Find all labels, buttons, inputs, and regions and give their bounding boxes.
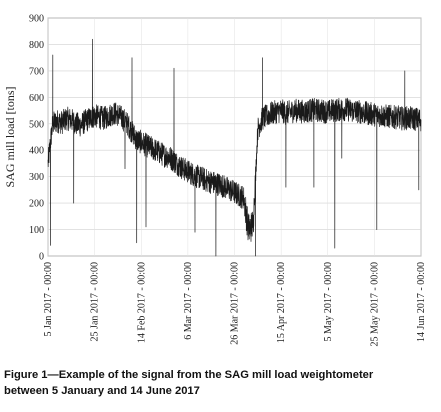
x-tick-label: 14 Feb 2017 - 00:00	[136, 262, 147, 343]
x-tick-label: 14 Jun 2017 - 00:00	[416, 262, 427, 342]
y-tick-label: 200	[29, 199, 44, 210]
x-tick-label: 5 May 2017 - 00:00	[323, 262, 334, 341]
caption-line-1: Figure 1—Example of the signal from the …	[4, 369, 374, 381]
series-group	[47, 38, 422, 257]
y-tick-label: 900	[29, 14, 44, 25]
grid-lines	[47, 17, 422, 257]
line-chart: 0 100 200 300 400 500 600 700 800 900 5 Jan 2017 …	[3, 14, 427, 347]
y-tick-label: 300	[29, 172, 44, 183]
x-axis-ticks: 5 Jan 2017 - 00:00 25 Jan 2017 - 00:00 14 …	[43, 262, 427, 346]
x-tick-label: 5 Jan 2017 - 00:00	[43, 262, 54, 336]
y-axis-ticks: 0 100 200 300 400 500 600 700 800 900	[29, 14, 44, 263]
y-tick-label: 800	[29, 40, 44, 51]
y-tick-label: 100	[29, 225, 44, 236]
x-tick-label: 25 May 2017 - 00:00	[369, 262, 380, 346]
y-axis-title: SAG mill load [tons]	[3, 86, 17, 187]
y-tick-label: 500	[29, 119, 44, 130]
y-tick-label: 400	[29, 146, 44, 157]
y-tick-label: 700	[29, 66, 44, 77]
figure-caption: Figure 1—Example of the signal from the …	[4, 367, 434, 399]
x-tick-label: 15 Apr 2017 - 00:00	[276, 262, 287, 343]
y-tick-label: 0	[39, 252, 44, 263]
y-tick-label: 600	[29, 93, 44, 104]
x-tick-label: 6 Mar 2017 - 00:00	[183, 262, 194, 340]
caption-line-2: between 5 January and 14 June 2017	[4, 385, 200, 397]
x-tick-label: 25 Jan 2017 - 00:00	[90, 262, 101, 341]
x-tick-label: 26 Mar 2017 - 00:00	[230, 262, 241, 345]
series-line	[47, 38, 422, 257]
